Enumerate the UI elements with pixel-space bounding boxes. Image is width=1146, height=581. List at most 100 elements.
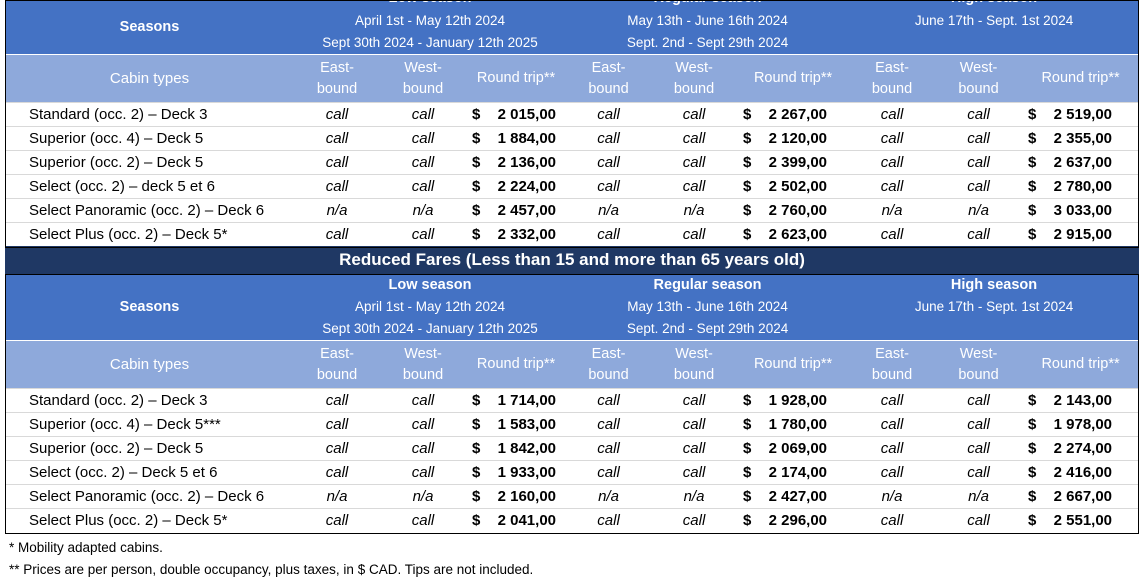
eastbound-value: call xyxy=(566,436,652,461)
eastbound-value: call xyxy=(566,508,652,532)
reduced-fares-section: Seasons Low season Regular season High seas… xyxy=(5,274,1140,532)
eastbound-value: n/a xyxy=(849,484,936,509)
westbound-value: call xyxy=(935,222,1023,246)
table-row: Superior (occ. 2) – Deck 5 call call $1 842… xyxy=(5,436,1140,461)
westbound-value: call xyxy=(935,150,1023,175)
eastbound-value: call xyxy=(566,150,652,175)
eastbound-value: call xyxy=(566,460,652,485)
round-trip-price: $2 427,00 xyxy=(737,484,850,509)
westbound-value: call xyxy=(651,412,738,437)
cabin-name: Superior (occ. 2) – Deck 5 xyxy=(5,150,294,175)
round-trip-price: $2 551,00 xyxy=(1022,508,1140,532)
westbound-value: call xyxy=(651,126,738,151)
round-trip-price: $2 041,00 xyxy=(466,508,567,532)
cabin-name: Select Panoramic (occ. 2) – Deck 6 xyxy=(5,484,294,509)
westbound-value: n/a xyxy=(380,198,466,223)
table-row: Select (occ. 2) – Deck 5 et 6 call call $1 … xyxy=(5,460,1140,485)
cabin-name: Select Plus (occ. 2) – Deck 5* xyxy=(5,222,294,246)
westbound-value: call xyxy=(380,388,466,413)
round-trip-price: $1 978,00 xyxy=(1022,412,1140,437)
westbound-value: call xyxy=(935,460,1023,485)
eastbound-value: call xyxy=(566,388,652,413)
round-trip-price: $1 884,00 xyxy=(466,126,567,151)
cabin-name: Select (occ. 2) – deck 5 et 6 xyxy=(5,174,294,199)
footnotes: * Mobility adapted cabins. ** Prices are… xyxy=(9,537,533,581)
table-row: Standard (occ. 2) – Deck 3 call call $2 015… xyxy=(5,102,1140,127)
round-trip-price: $1 780,00 xyxy=(737,412,850,437)
season-dates: June 17th - Sept. 1st 2024 xyxy=(849,10,1140,32)
cabin-name: Select Panoramic (occ. 2) – Deck 6 xyxy=(5,198,294,223)
round-trip-price: $2 174,00 xyxy=(737,460,850,485)
westbound-value: n/a xyxy=(935,198,1023,223)
season-dates xyxy=(849,318,1140,341)
eastbound-value: call xyxy=(294,508,380,532)
season-dates: Sept 30th 2024 - January 12th 2025 xyxy=(294,318,567,341)
seasons-label: Seasons xyxy=(5,0,294,55)
cabin-name: Standard (occ. 2) – Deck 3 xyxy=(5,102,294,127)
round-trip-price: $2 502,00 xyxy=(737,174,850,199)
footnote-prices: ** Prices are per person, double occupan… xyxy=(9,562,534,577)
cabin-name: Superior (occ. 2) – Deck 5 xyxy=(5,436,294,461)
eastbound-value: call xyxy=(294,436,380,461)
round-trip-price: $2 457,00 xyxy=(466,198,567,223)
eastbound-value: call xyxy=(566,174,652,199)
season-dates: Sept. 2nd - Sept 29th 2024 xyxy=(566,318,850,341)
eastbound-value: n/a xyxy=(566,484,652,509)
westbound-value: call xyxy=(380,460,466,485)
westbound-value: call xyxy=(651,222,738,246)
eastbound-value: n/a xyxy=(566,198,652,223)
westbound-value: call xyxy=(651,150,738,175)
westbound-value: call xyxy=(935,436,1023,461)
round-trip-price: $1 842,00 xyxy=(466,436,567,461)
cabin-name: Select Plus (occ. 2) – Deck 5* xyxy=(5,508,294,532)
cabin-types-header: Cabin types xyxy=(5,54,294,103)
round-trip-header: Round trip** xyxy=(466,340,567,389)
eastbound-value: call xyxy=(294,388,380,413)
eastbound-value: call xyxy=(294,460,380,485)
round-trip-price: $2 015,00 xyxy=(466,102,567,127)
reduced-fares-band: Reduced Fares (Less than 15 and more tha… xyxy=(5,246,1140,274)
table-row: Select Plus (occ. 2) – Deck 5* call call $2… xyxy=(5,508,1140,532)
round-trip-price: $2 780,00 xyxy=(1022,174,1140,199)
round-trip-header: Round trip** xyxy=(1022,340,1140,389)
westbound-value: n/a xyxy=(651,484,738,509)
eastbound-header: East-bound xyxy=(849,340,936,389)
eastbound-value: call xyxy=(294,174,380,199)
westbound-value: call xyxy=(935,412,1023,437)
round-trip-price: $2 637,00 xyxy=(1022,150,1140,175)
westbound-value: call xyxy=(651,508,738,532)
season-name: High season xyxy=(849,274,1140,296)
cabin-name: Standard (occ. 2) – Deck 3 xyxy=(5,388,294,413)
eastbound-value: call xyxy=(294,102,380,127)
westbound-value: n/a xyxy=(380,484,466,509)
cabin-name: Select (occ. 2) – Deck 5 et 6 xyxy=(5,460,294,485)
westbound-value: call xyxy=(380,436,466,461)
round-trip-header: Round trip** xyxy=(737,340,850,389)
season-name: High season xyxy=(849,0,1140,10)
westbound-value: call xyxy=(651,460,738,485)
westbound-value: call xyxy=(380,126,466,151)
westbound-value: call xyxy=(380,412,466,437)
eastbound-value: call xyxy=(566,412,652,437)
round-trip-price: $1 583,00 xyxy=(466,412,567,437)
eastbound-value: call xyxy=(566,102,652,127)
round-trip-price: $2 760,00 xyxy=(737,198,850,223)
table-row: Superior (occ. 4) – Deck 5 call call $1 884… xyxy=(5,126,1140,151)
round-trip-price: $2 274,00 xyxy=(1022,436,1140,461)
eastbound-value: call xyxy=(566,222,652,246)
round-trip-price: $2 332,00 xyxy=(466,222,567,246)
eastbound-header: East-bound xyxy=(294,54,380,103)
round-trip-price: $2 069,00 xyxy=(737,436,850,461)
westbound-value: call xyxy=(651,388,738,413)
eastbound-value: call xyxy=(849,222,936,246)
table-row: Superior (occ. 4) – Deck 5*** call call $1 … xyxy=(5,412,1140,437)
season-name: Low season xyxy=(294,0,567,10)
round-trip-price: $2 915,00 xyxy=(1022,222,1140,246)
cabin-types-header: Cabin types xyxy=(5,340,294,389)
westbound-header: West-bound xyxy=(651,54,738,103)
season-dates: Sept. 2nd - Sept 29th 2024 xyxy=(566,32,850,55)
round-trip-price: $1 714,00 xyxy=(466,388,567,413)
season-name: Low season xyxy=(294,274,567,296)
